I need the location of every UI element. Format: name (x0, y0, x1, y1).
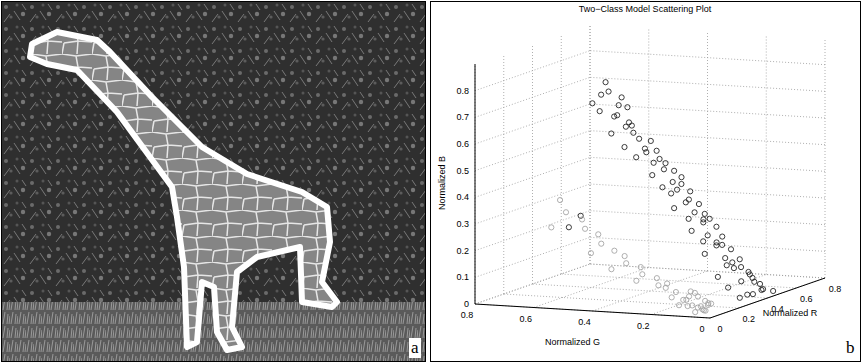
html-text:b: b (846, 338, 855, 357)
svg-text:0.2: 0.2 (456, 246, 469, 256)
svg-text:0.5: 0.5 (456, 166, 469, 176)
svg-text:0: 0 (717, 324, 722, 334)
svg-text:0.4: 0.4 (578, 317, 591, 327)
svg-text:0: 0 (464, 299, 469, 309)
svg-text:0.6: 0.6 (456, 139, 469, 149)
html-text:Normalized B: Normalized B (437, 156, 447, 210)
svg-text:0.6: 0.6 (800, 294, 813, 304)
html-text:Normalized R: Normalized R (762, 308, 818, 318)
html-text:a: a (411, 338, 419, 357)
svg-text:0.8: 0.8 (829, 284, 842, 294)
svg-text:0.7: 0.7 (456, 112, 469, 122)
html-text:Normalized G: Normalized G (545, 337, 600, 347)
svg-text:0: 0 (699, 324, 704, 334)
svg-text:0.6: 0.6 (519, 314, 532, 324)
svg-text:0.1: 0.1 (456, 272, 469, 282)
svg-text:0.8: 0.8 (461, 310, 474, 320)
html-text:Two−Class Model Scattering Plo: Two−Class Model Scattering Plot (578, 4, 712, 14)
svg-text:0.4: 0.4 (456, 192, 469, 202)
svg-text:0.2: 0.2 (742, 314, 755, 324)
svg-text:0.3: 0.3 (456, 219, 469, 229)
svg-text:0.2: 0.2 (637, 321, 650, 331)
svg-text:0.8: 0.8 (456, 86, 469, 96)
